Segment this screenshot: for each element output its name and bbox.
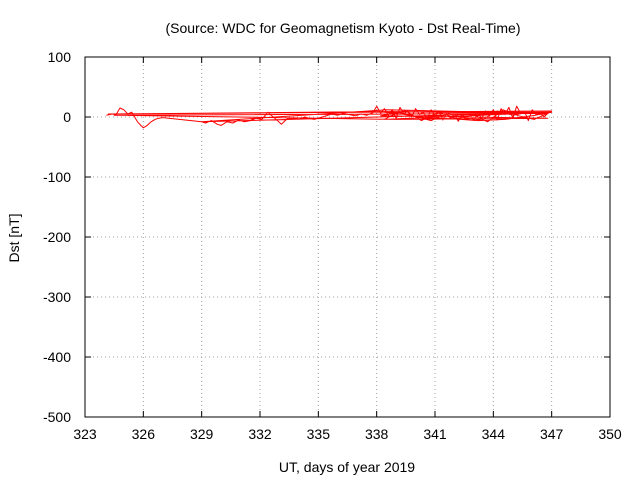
x-tick-label: 350 [598, 426, 622, 442]
x-tick-label: 323 [73, 426, 97, 442]
y-axis-label: Dst [nT] [6, 213, 22, 262]
tick-labels: 323 326 329 332 335 338 341 344 347 350 100 0 -100 -2… [43, 49, 622, 442]
x-tick-label: 344 [482, 426, 506, 442]
x-tick-label: 338 [365, 426, 389, 442]
ticks [84, 56, 611, 418]
y-tick-label: -100 [43, 169, 71, 185]
x-tick-label: 347 [540, 426, 564, 442]
dst-series-line [106, 105, 553, 129]
x-tick-label: 329 [190, 426, 214, 442]
x-tick-label: 335 [307, 426, 331, 442]
chart-title: (Source: WDC for Geomagnetism Kyoto - Ds… [165, 20, 520, 36]
y-tick-label: 0 [63, 109, 71, 125]
y-tick-label: -300 [43, 289, 71, 305]
series-layer [106, 105, 553, 129]
x-tick-label: 341 [423, 426, 447, 442]
x-tick-label: 326 [132, 426, 156, 442]
x-axis-label: UT, days of year 2019 [279, 459, 415, 475]
y-tick-label: -400 [43, 349, 71, 365]
y-tick-label: 100 [48, 49, 72, 65]
y-tick-label: -200 [43, 229, 71, 245]
x-tick-label: 332 [248, 426, 272, 442]
y-tick-label: -500 [43, 409, 71, 425]
